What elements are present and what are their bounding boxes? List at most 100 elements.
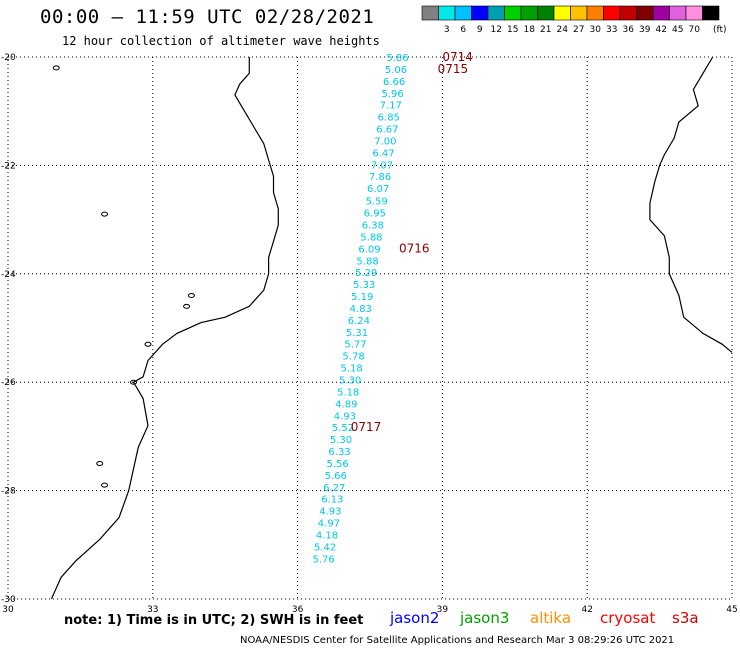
legend-label: 36: [623, 25, 635, 35]
lat-tick-label: -28: [1, 487, 16, 497]
legend-swatch: [471, 5, 489, 21]
lake-outline: [187, 292, 195, 298]
satellite-altika: altika: [530, 609, 572, 627]
legend-label: 24: [557, 25, 569, 35]
legend-label: 18: [524, 25, 536, 35]
satellite-jason2: jason2: [390, 609, 440, 627]
legend-swatch: [421, 5, 439, 21]
lake-outline: [101, 482, 109, 488]
swh-value: 5.18: [340, 364, 362, 375]
swh-value: 5.33: [353, 280, 375, 291]
map-frame: [7, 56, 733, 600]
swh-value: 6.47: [372, 148, 394, 159]
swh-value: 4.97: [318, 519, 340, 530]
legend-swatch: [619, 5, 637, 21]
time-label: 0715: [438, 62, 469, 76]
legend-swatch: [702, 5, 720, 21]
swh-value: 6.24: [348, 316, 370, 327]
satellite-cryosat: cryosat: [600, 609, 656, 627]
swh-value: 5.76: [312, 554, 334, 565]
swh-value: 6.66: [383, 77, 405, 88]
swh-value: 6.85: [378, 113, 400, 124]
legend-label: 27: [573, 25, 584, 35]
swh-value: 4.18: [316, 531, 338, 542]
swh-value: 5.86: [386, 53, 408, 64]
swh-value: 6.33: [328, 447, 350, 458]
swh-value: 5.56: [326, 459, 348, 470]
lon-tick-label: 45: [726, 605, 737, 615]
legend-label: 3: [444, 25, 450, 35]
lon-tick-label: 42: [581, 605, 592, 615]
legend-label: 45: [672, 25, 683, 35]
footer-credit: NOAA/NESDIS Center for Satellite Applica…: [240, 635, 675, 646]
legend-label: 33: [606, 25, 617, 35]
swh-value: 4.89: [335, 399, 357, 410]
footer-note: note: 1) Time is in UTC; 2) SWH is in fe…: [64, 613, 364, 628]
lat-tick-label: -30: [1, 595, 16, 605]
swh-value: 5.30: [330, 435, 352, 446]
legend-swatch: [487, 5, 505, 21]
legend-label: 9: [477, 25, 483, 35]
legend-label: 21: [540, 25, 551, 35]
swh-value: 5.66: [325, 471, 347, 482]
lake-outline: [96, 461, 104, 466]
legend-label: 12: [491, 25, 502, 35]
lon-tick-label: 39: [437, 605, 449, 615]
satellite-jason3: jason3: [460, 609, 510, 627]
time-label: 0716: [399, 241, 430, 255]
swh-value: 5.88: [356, 256, 378, 267]
legend-swatch: [586, 5, 604, 21]
legend-swatch: [537, 5, 555, 21]
lake-outline: [52, 65, 60, 71]
lon-tick-label: 33: [147, 605, 158, 615]
legend-swatch: [636, 5, 654, 21]
legend-unit: (ft): [713, 25, 727, 35]
swh-value: 5.18: [337, 387, 359, 398]
swh-value: 7.00: [374, 136, 396, 147]
swh-value: 6.27: [323, 483, 345, 494]
legend-swatch: [685, 5, 703, 21]
swh-value: 5.96: [382, 89, 404, 100]
legend-swatch: [438, 5, 456, 21]
swh-value: 5.77: [344, 340, 366, 351]
swh-value: 5.19: [351, 292, 373, 303]
swh-value: 6.38: [362, 220, 384, 231]
swh-value: 5.88: [360, 232, 382, 243]
legend-swatch: [652, 5, 670, 21]
legend-swatch: [570, 5, 588, 21]
lat-tick-label: -20: [1, 53, 16, 63]
lat-tick-label: -26: [1, 378, 16, 388]
lon-tick-label: 36: [292, 605, 304, 615]
swh-value: 5.29: [355, 268, 377, 279]
legend-label: 6: [460, 25, 466, 35]
legend-swatch: [504, 5, 522, 21]
swh-value: 4.83: [350, 304, 372, 315]
legend-swatch: [669, 5, 687, 21]
swh-value: 6.09: [358, 244, 380, 255]
lon-tick-label: 30: [2, 605, 14, 615]
legend-label: 39: [639, 25, 651, 35]
swh-value: 4.93: [319, 507, 341, 518]
swh-value: 5.06: [385, 65, 407, 76]
coastline-africa: [50, 57, 279, 600]
map-title: 00:00 – 11:59 UTC 02/28/2021: [40, 6, 375, 28]
legend-label: 30: [590, 25, 602, 35]
swh-value: 5.42: [314, 542, 336, 553]
swh-value: 5.31: [346, 328, 368, 339]
lat-tick-label: -24: [1, 270, 16, 280]
swh-value: 6.13: [321, 495, 343, 506]
legend-label: 15: [507, 25, 518, 35]
satellite-s3a: s3a: [672, 609, 699, 627]
legend-label: 42: [656, 25, 667, 35]
swh-value: 6.67: [376, 125, 398, 136]
legend-swatch: [603, 5, 621, 21]
swh-value: 5.30: [339, 375, 361, 386]
lake-outline: [144, 341, 152, 347]
swh-value: 7.07: [371, 160, 393, 171]
time-label: 0717: [351, 420, 382, 434]
legend-label: 70: [689, 25, 701, 35]
lat-tick-label: -22: [1, 161, 16, 171]
legend-swatch: [520, 5, 538, 21]
swh-value: 5.59: [366, 197, 388, 208]
